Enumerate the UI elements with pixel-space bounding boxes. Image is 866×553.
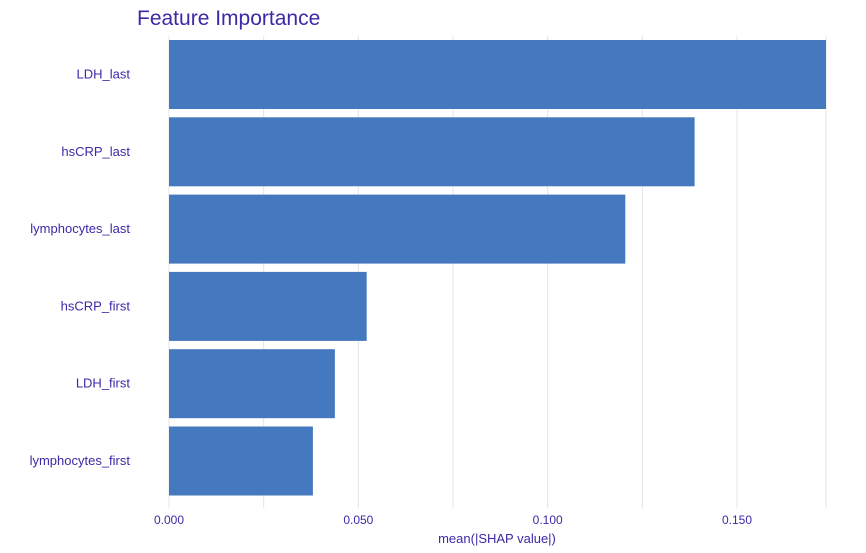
y-tick-label: hsCRP_last <box>61 144 130 159</box>
bar-hscrp-last <box>169 117 695 187</box>
bar-ldh-first <box>169 349 335 419</box>
x-axis-label: mean(|SHAP value|) <box>438 531 556 546</box>
y-tick-label: LDH_first <box>76 376 131 391</box>
x-tick-label: 0.000 <box>154 513 184 527</box>
bar-lymphocytes-last <box>169 194 626 264</box>
x-tick-label: 0.100 <box>533 513 563 527</box>
y-tick-label: lymphocytes_first <box>30 453 131 468</box>
bar-hscrp-first <box>169 271 367 341</box>
x-axis-ticks: 0.000 0.050 0.100 0.150 <box>154 513 752 527</box>
bar-ldh-last <box>169 40 826 109</box>
y-tick-label: hsCRP_first <box>61 298 131 313</box>
y-axis-labels: LDH_last hsCRP_last lymphocytes_last hsCRP_… <box>30 67 131 469</box>
bars <box>169 40 826 496</box>
y-tick-label: LDH_last <box>77 67 131 82</box>
y-tick-label: lymphocytes_last <box>30 221 130 236</box>
bar-lymphocytes-first <box>169 426 313 496</box>
x-tick-label: 0.050 <box>343 513 373 527</box>
x-tick-label: 0.150 <box>722 513 752 527</box>
chart-title: Feature Importance <box>137 7 320 30</box>
